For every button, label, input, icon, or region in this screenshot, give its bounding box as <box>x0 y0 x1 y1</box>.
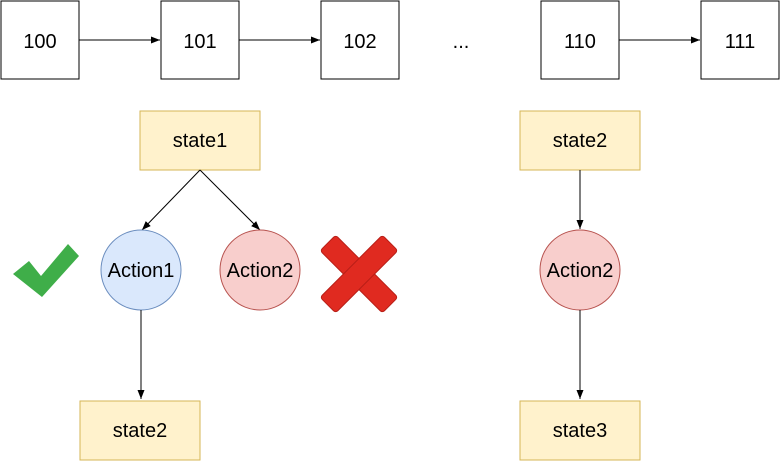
left-tree: state1 Action1 Action2 state2 <box>13 110 398 461</box>
state3-label: state3 <box>553 420 607 442</box>
sequence-node-101: 101 <box>160 0 240 80</box>
left-state2-node: state2 <box>79 400 201 461</box>
action1-node: Action1 <box>100 229 182 311</box>
right-action2-label: Action2 <box>547 260 614 282</box>
cross-mark-icon <box>320 235 398 313</box>
edge-state1-to-action1 <box>141 169 201 231</box>
right-tree: state2 Action2 state3 <box>519 110 641 461</box>
right-state2-label: state2 <box>553 130 607 152</box>
sequence-node-111-label: 111 <box>725 31 755 53</box>
check-mark-icon <box>13 244 79 297</box>
state3-node: state3 <box>519 400 641 461</box>
sequence-node-110: 110 <box>540 0 620 80</box>
sequence-node-102: 102 <box>320 0 400 80</box>
sequence-node-110-label: 110 <box>564 31 596 53</box>
right-action2-node: Action2 <box>539 229 621 311</box>
action2-rejected-label: Action2 <box>227 260 294 282</box>
sequence-ellipsis: ... <box>453 31 470 53</box>
sequence-row: 100 101 102 ... 110 111 <box>0 0 780 80</box>
action1-label: Action1 <box>108 260 175 282</box>
sequence-node-100-label: 100 <box>23 31 56 53</box>
right-state2-node: state2 <box>519 110 641 171</box>
sequence-node-101-label: 101 <box>183 31 216 53</box>
left-state2-label: state2 <box>113 420 167 442</box>
sequence-node-111: 111 <box>700 0 780 80</box>
state1-label: state1 <box>173 130 227 152</box>
edge-state1-to-action2 <box>199 169 261 231</box>
action2-rejected-node: Action2 <box>219 229 301 311</box>
sequence-node-100: 100 <box>0 0 80 80</box>
state1-node: state1 <box>139 110 261 171</box>
sequence-node-102-label: 102 <box>343 31 376 53</box>
